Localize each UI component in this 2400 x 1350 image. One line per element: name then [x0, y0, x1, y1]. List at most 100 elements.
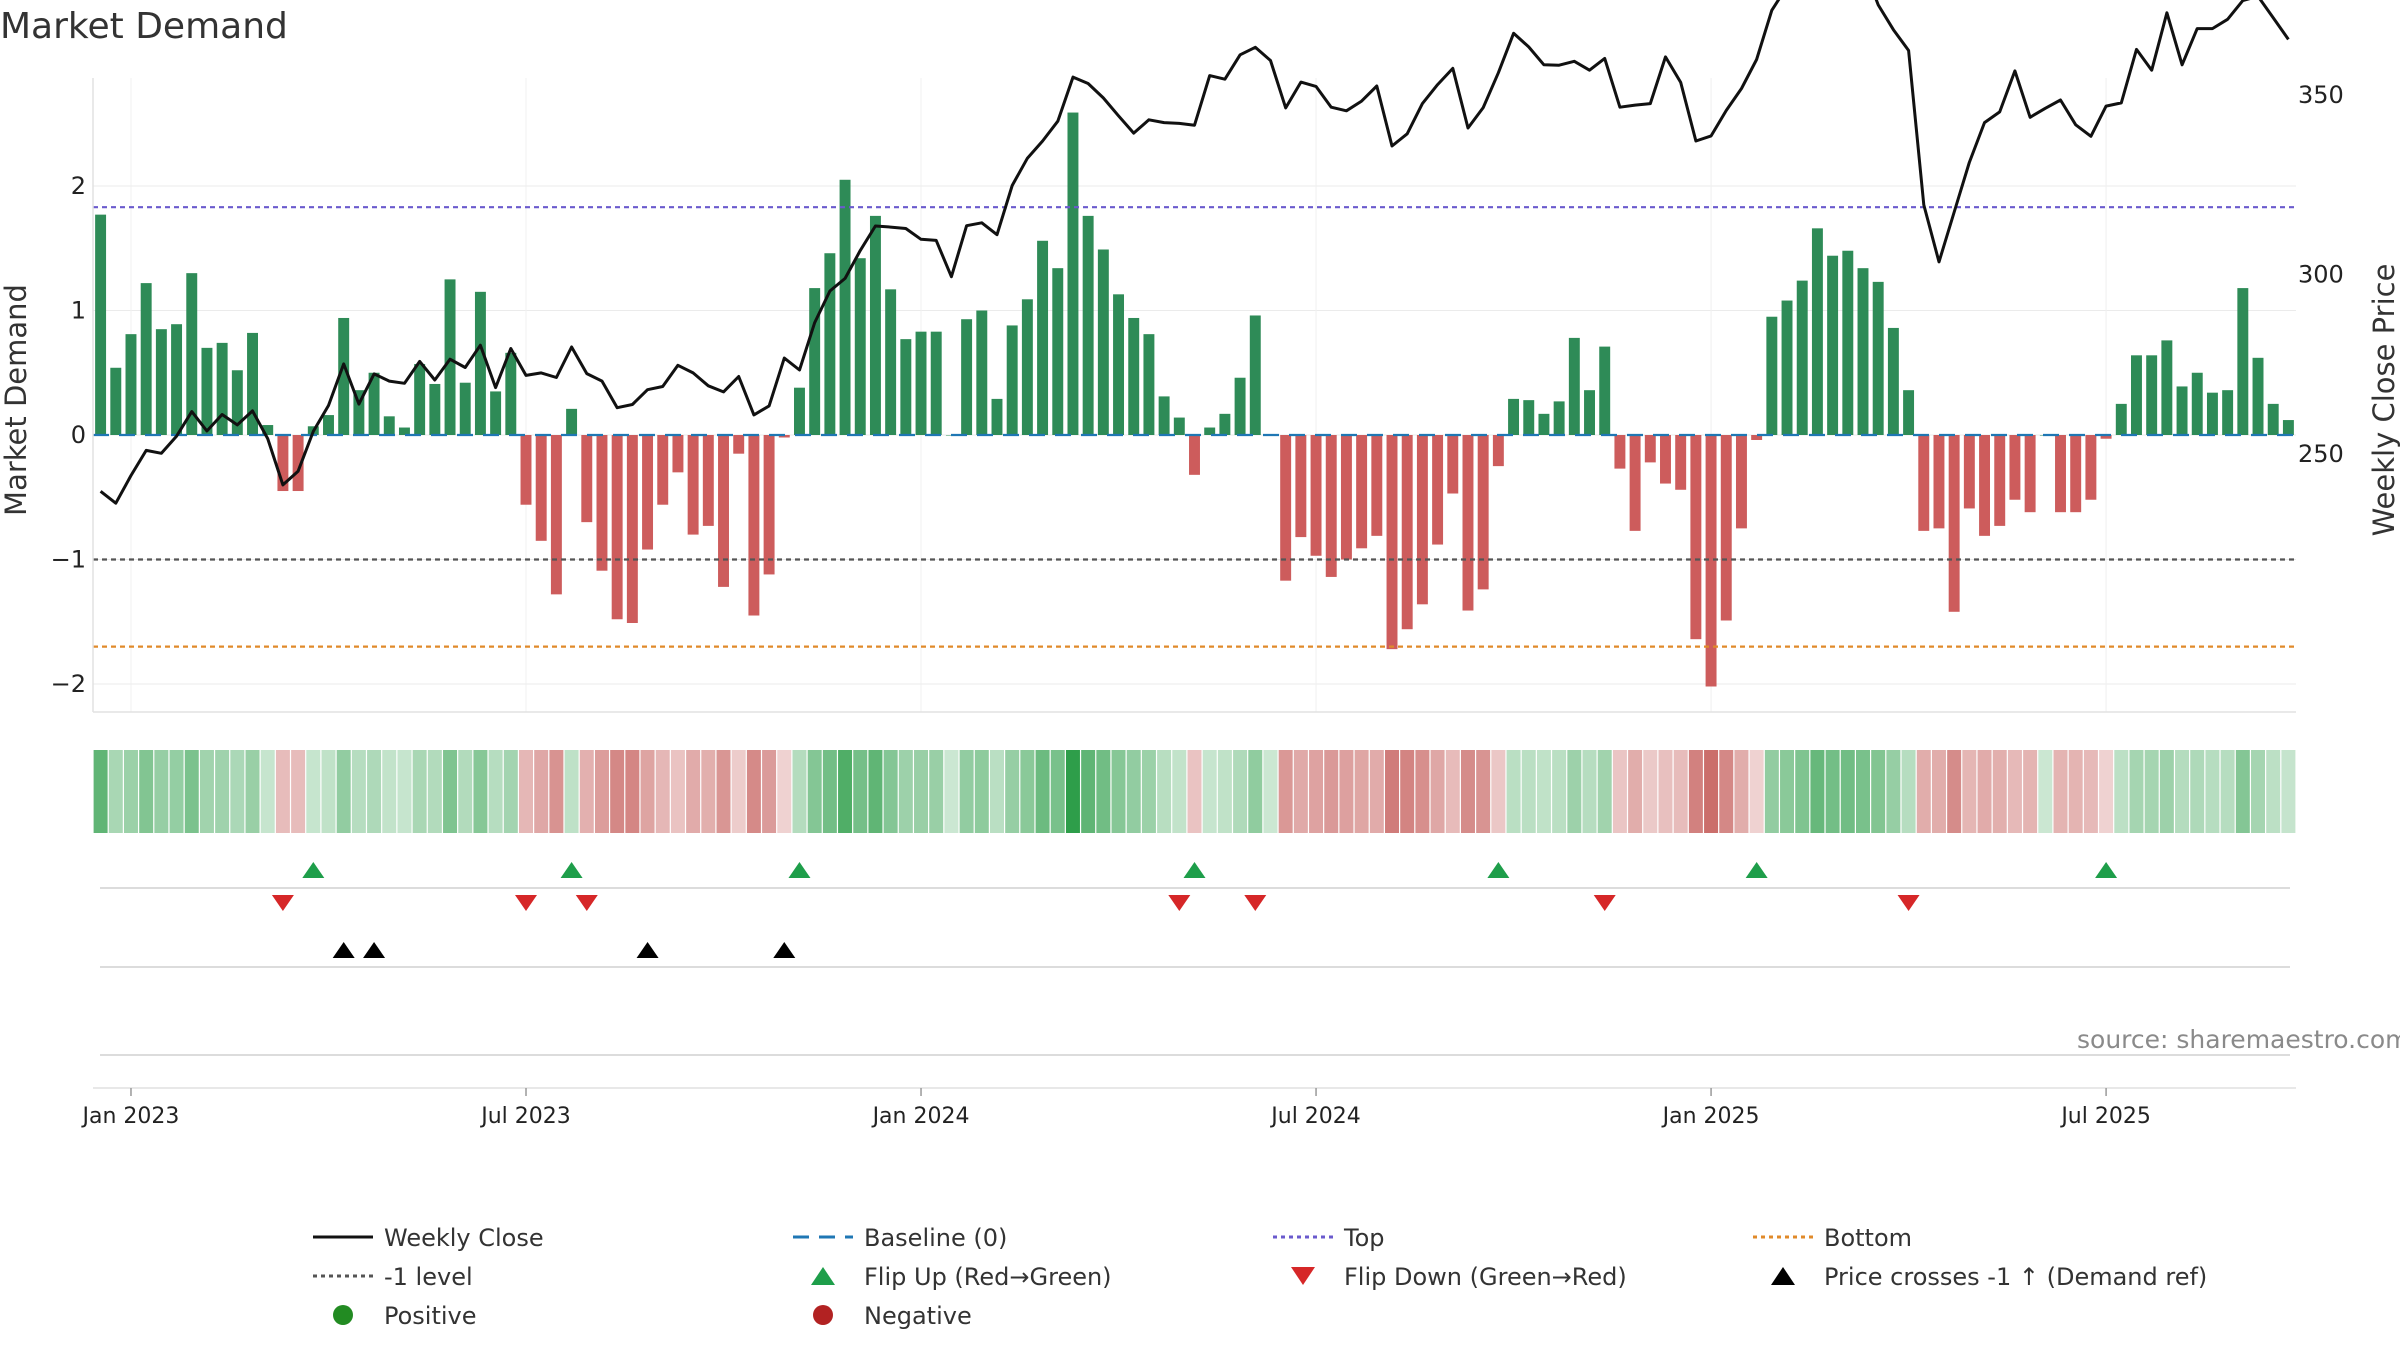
y2-axis-label: Weekly Close Price — [2367, 264, 2400, 537]
demand-bar-positive — [2115, 403, 2127, 435]
flip-up-marker — [788, 862, 811, 878]
demand-bar-negative — [1295, 435, 1307, 538]
flip-up-marker — [560, 862, 583, 878]
demand-bar-positive — [900, 339, 912, 435]
heat-cell-positive — [944, 750, 959, 833]
heat-cell-negative — [1476, 750, 1491, 833]
legend-swatch — [1771, 1267, 1795, 1285]
heat-cell-positive — [2251, 750, 2266, 833]
heat-cell-negative — [1628, 750, 1643, 833]
demand-bar-positive — [1766, 316, 1778, 435]
demand-heat-strip — [93, 750, 2296, 833]
demand-bar-positive — [353, 390, 365, 435]
legend: Weekly Close Baseline (0) Top Bottom -1 leve… — [313, 1224, 2207, 1330]
flip-down-marker — [1244, 895, 1267, 911]
demand-bar-positive — [2282, 420, 2294, 435]
demand-bar-negative — [733, 435, 745, 454]
demand-bar-positive — [231, 370, 243, 435]
demand-bar-positive — [1872, 281, 1884, 435]
heat-cell-positive — [914, 750, 929, 833]
demand-bar-positive — [1219, 413, 1231, 435]
demand-bar-negative — [763, 435, 775, 575]
heat-cell-positive — [108, 750, 123, 833]
demand-bar-negative — [1933, 435, 1945, 529]
heat-cell-positive — [1126, 750, 1141, 833]
demand-bar-negative — [2055, 435, 2066, 513]
demand-bar-negative — [642, 435, 654, 550]
demand-bar-negative — [1660, 435, 1671, 484]
demand-bar-negative — [550, 435, 562, 595]
heat-cell-positive — [2038, 750, 2053, 833]
legend-item: Weekly Close — [313, 1224, 544, 1252]
heat-cell-positive — [868, 750, 883, 833]
heat-cell-positive — [1202, 750, 1217, 833]
demand-bar-positive — [429, 383, 441, 435]
demand-bar-positive — [216, 342, 228, 435]
heat-cell-positive — [123, 750, 138, 833]
heat-cell-positive — [1871, 750, 1886, 833]
cross-up-marker — [636, 942, 659, 958]
heat-cell-positive — [443, 750, 458, 833]
heat-cell-positive — [1506, 750, 1521, 833]
demand-bar-negative — [1705, 435, 1717, 687]
demand-bar-positive — [125, 334, 137, 435]
heat-cell-positive — [154, 750, 169, 833]
heat-cell-positive — [1856, 750, 1870, 833]
demand-bar-negative — [748, 435, 760, 616]
heat-cell-negative — [2053, 750, 2068, 833]
heat-cell-positive — [336, 750, 351, 833]
demand-bar-positive — [383, 416, 395, 435]
demand-bar-positive — [930, 331, 942, 435]
demand-bar-positive — [1599, 346, 1611, 435]
legend-label: Top — [1343, 1224, 1385, 1252]
demand-bar-positive — [1857, 268, 1869, 435]
heat-cell-positive — [2175, 750, 2190, 833]
demand-bar-negative — [1918, 435, 1930, 531]
demand-bar-positive — [976, 310, 988, 435]
demand-bar-positive — [414, 364, 426, 435]
heat-cell-negative — [1688, 750, 1703, 833]
heat-cell-positive — [169, 750, 184, 833]
heat-cell-negative — [610, 750, 625, 833]
demand-bar-positive — [201, 347, 213, 435]
demand-bar-positive — [2146, 355, 2158, 435]
demand-bar-negative — [626, 435, 638, 623]
legend-item: Flip Down (Green→Red) — [1291, 1263, 1627, 1291]
flip-down-marker — [1897, 895, 1920, 911]
demand-bar-positive — [474, 291, 486, 435]
legend-item: Flip Up (Red→Green) — [811, 1263, 1112, 1291]
heat-cell-negative — [1658, 750, 1673, 833]
legend-item: Positive — [333, 1302, 477, 1330]
demand-bar-negative — [1477, 435, 1489, 590]
heat-cell-positive — [1096, 750, 1111, 833]
heat-cell-positive — [412, 750, 427, 833]
demand-bar-negative — [1432, 435, 1444, 545]
heat-cell-negative — [1931, 750, 1946, 833]
demand-bar-positive — [2206, 392, 2218, 435]
heat-cell-positive — [139, 750, 154, 833]
demand-bar-negative — [778, 435, 790, 438]
heat-cell-positive — [427, 750, 442, 833]
y-tick-label: 1 — [71, 297, 86, 325]
heat-cell-negative — [1415, 750, 1430, 833]
demand-bar-negative — [2024, 435, 2036, 513]
heat-cell-negative — [670, 750, 685, 833]
heat-cell-positive — [367, 750, 382, 833]
demand-bar-negative — [2100, 435, 2112, 439]
heat-cell-negative — [519, 750, 533, 833]
heat-cell-negative — [1460, 750, 1475, 833]
heat-cell-negative — [1734, 750, 1749, 833]
demand-bar-positive — [1143, 334, 1155, 435]
demand-bar-positive — [961, 319, 973, 435]
x-axis: Jan 2023 Jul 2023 Jan 2024 Jul 2024 Jan 2025… — [81, 1087, 2296, 1129]
heat-cell-positive — [1217, 750, 1232, 833]
demand-bar-positive — [1781, 300, 1793, 435]
demand-bar-positive — [1811, 228, 1823, 435]
demand-bar-positive — [1523, 400, 1535, 435]
heat-cell-positive — [351, 750, 366, 833]
demand-bar-positive — [247, 332, 258, 435]
y2-tick-label: 350 — [2298, 81, 2344, 109]
flip-down-marker — [1593, 895, 1616, 911]
flip-down-marker — [1168, 895, 1191, 911]
